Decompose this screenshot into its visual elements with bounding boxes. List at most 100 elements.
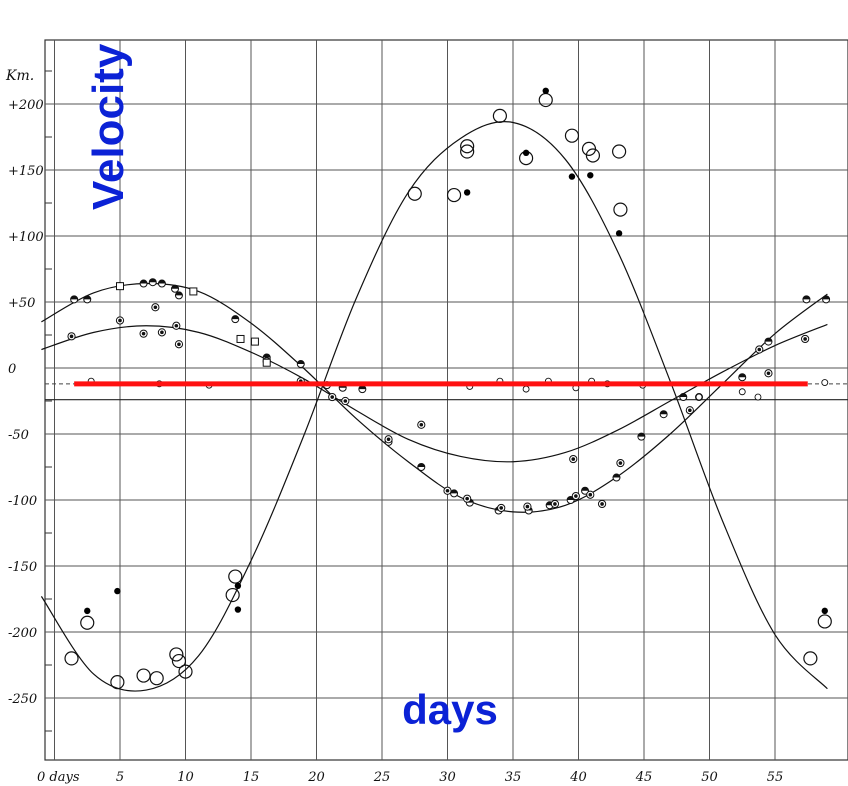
x-tick-label: 50 (701, 770, 718, 785)
data-point-half-filled (581, 486, 590, 495)
data-point-dotted (417, 420, 426, 429)
data-point-dotted (174, 340, 184, 349)
data-point-large-open (169, 647, 184, 662)
data-point-dotted (755, 345, 764, 354)
x-tick-label: 25 (373, 770, 391, 785)
data-point-filled (568, 173, 576, 180)
x-tick-label: 15 (243, 770, 260, 785)
data-point-filled (587, 172, 594, 179)
data-point-large-open (446, 187, 462, 203)
x-tick-label: 30 (439, 770, 456, 785)
data-point-dotted (571, 491, 580, 501)
data-point-dotted (157, 328, 167, 337)
data-point-filled (522, 149, 530, 157)
y-tick-label: +200 (8, 98, 44, 113)
x-tick-label: 40 (569, 770, 587, 785)
data-point-filled (542, 87, 549, 95)
y-tick-label: 0 (8, 362, 16, 377)
data-point-dotted (115, 316, 125, 325)
y-tick-label: -100 (8, 494, 37, 509)
data-point-square (250, 337, 259, 346)
y-tick-label: -250 (8, 692, 37, 707)
data-point-dotted (586, 490, 595, 499)
data-point-half-filled (659, 410, 668, 419)
data-point-large-open (80, 615, 95, 630)
data-point-half-filled (822, 295, 831, 304)
data-point-square (236, 334, 245, 343)
y-tick-label: -150 (8, 560, 37, 575)
data-point-large-open (228, 569, 243, 584)
data-point-half-filled (296, 360, 305, 369)
data-point-large-open (538, 92, 553, 108)
data-point-dotted (616, 458, 625, 468)
data-point-large-open (460, 139, 475, 154)
y-tick-label: +50 (8, 296, 35, 311)
data-point-large-open (136, 668, 151, 683)
data-point-dotted (801, 334, 810, 344)
data-point-dotted (384, 435, 393, 444)
data-point-filled (821, 607, 828, 615)
y-tick-label: +100 (8, 230, 44, 245)
data-point-half-filled (174, 291, 183, 300)
data-point-large-open (407, 186, 422, 201)
data-point-small (821, 379, 829, 386)
y-tick-label: -50 (8, 428, 29, 443)
x-tick-label: 5 (116, 770, 124, 785)
data-point-large-open (817, 614, 832, 629)
data-point-small (695, 393, 703, 401)
data-point-filled (615, 230, 623, 237)
data-point-small (522, 385, 530, 393)
data-point-filled (463, 189, 471, 196)
data-point-small (738, 388, 746, 396)
data-point-square (116, 282, 124, 291)
data-point-filled (84, 607, 91, 615)
x-tick-label: 55 (767, 770, 784, 785)
y-axis-label: Velocity (84, 43, 133, 210)
data-point-half-filled (139, 279, 148, 288)
data-point-half-filled (231, 315, 240, 324)
data-point-dotted (550, 499, 560, 509)
tick-labels: 0 days 5 10 15 20 25 30 35 40 45 50 55 +200 +150 +100 +… (8, 98, 783, 785)
data-point-filled (114, 587, 121, 595)
data-point-large-open (492, 108, 507, 123)
x-tick-label: 35 (505, 770, 522, 785)
data-point-large-open (613, 202, 628, 217)
data-point-large-open (612, 144, 627, 159)
data-point-dotted (597, 499, 607, 509)
data-point-dotted (67, 332, 76, 341)
data-point-dotted (764, 369, 773, 378)
data-point-large-open (171, 653, 187, 669)
data-point-half-filled (171, 284, 180, 293)
data-point-large-open (110, 675, 125, 690)
data-point-half-filled (738, 373, 747, 382)
data-point-half-filled (417, 463, 426, 471)
data-point-dotted (151, 303, 160, 312)
data-point-half-filled (148, 278, 157, 287)
data-point-half-filled (157, 279, 166, 288)
y-tick-label: +150 (8, 164, 44, 179)
data-point-square (262, 358, 271, 367)
data-point-half-filled (358, 385, 367, 394)
data-point-large-open (225, 587, 240, 603)
data-point-large-open (64, 651, 79, 666)
data-point-large-open (585, 148, 601, 163)
data-point-filled (234, 582, 242, 589)
y-unit-label: Km. (5, 68, 34, 84)
data-point-half-filled (679, 393, 688, 402)
data-point-small (754, 393, 762, 401)
y-tick-label: -200 (8, 626, 37, 641)
data-point-dotted (172, 321, 181, 330)
fitted-curve-1 (40, 121, 828, 692)
x-tick-label: 20 (307, 770, 325, 785)
data-point-large-open (178, 664, 193, 679)
data-point-half-filled (612, 473, 621, 482)
data-point-dotted (523, 502, 532, 511)
data-point-half-filled (764, 337, 773, 346)
data-point-large-open (460, 144, 475, 159)
data-point-dotted (443, 486, 452, 495)
data-point-square (189, 287, 198, 296)
data-point-dotted (569, 454, 578, 464)
data-point-dotted (463, 494, 472, 503)
data-point-dotted (497, 503, 506, 513)
